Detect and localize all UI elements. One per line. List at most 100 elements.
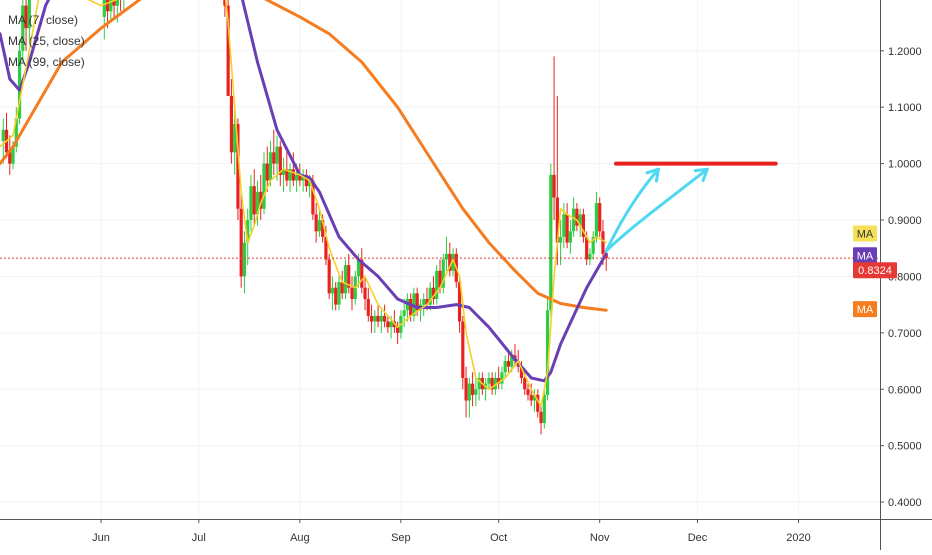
x-tick-label: Dec — [688, 532, 708, 544]
candle-body — [268, 152, 273, 181]
candle-body — [575, 208, 579, 226]
candle-body — [343, 265, 348, 294]
price-tag-bg — [853, 225, 877, 242]
price-tag-bg — [853, 301, 877, 318]
x-tick-label: Aug — [290, 532, 310, 544]
candle-body — [457, 282, 462, 322]
legend-ma99: MA (99, close) — [8, 55, 85, 69]
candle-body — [294, 174, 299, 181]
plot-area — [0, 0, 880, 435]
candle-body — [223, 0, 227, 6]
candle-body — [425, 298, 429, 305]
candle-body — [278, 146, 282, 175]
candle-body — [558, 236, 563, 243]
candle-body — [500, 372, 504, 384]
y-tick-label: 1.1000 — [888, 102, 922, 114]
price-tag-bg — [853, 262, 897, 279]
candle-body — [493, 377, 498, 390]
candle-body — [487, 377, 491, 384]
candle-body — [523, 377, 527, 390]
y-tick-label: 0.6000 — [888, 384, 922, 396]
candle-body — [389, 321, 393, 328]
candle-body — [565, 214, 569, 243]
x-tick-label: Oct — [490, 532, 507, 544]
candle-body — [591, 236, 595, 254]
candle-body — [262, 163, 266, 209]
candle-body — [21, 5, 25, 51]
price-tag-bg — [853, 247, 877, 264]
candle-body — [409, 298, 413, 316]
candle-body — [402, 310, 406, 316]
candle-body — [448, 253, 452, 271]
candle-body — [115, 0, 119, 6]
y-tick-label: 0.4000 — [888, 497, 922, 509]
candle-body — [334, 287, 338, 305]
candle-body — [396, 327, 400, 333]
candle-body — [431, 287, 436, 299]
candle-body — [291, 169, 295, 181]
candle-body — [578, 214, 582, 226]
candle-body — [477, 377, 481, 390]
candle-body — [386, 321, 390, 328]
candle-body — [572, 208, 576, 232]
x-tick-label: Jun — [92, 532, 110, 544]
ma99-line — [0, 0, 608, 312]
candle-body — [246, 220, 250, 243]
candle-body — [281, 169, 286, 175]
ma25-line — [0, 0, 608, 383]
legend: MA (7, close) MA (25, close) MA (99, clo… — [8, 10, 85, 73]
candle-body — [382, 315, 387, 322]
candle-body — [474, 389, 478, 395]
candle-body — [304, 174, 308, 187]
candle-body — [539, 411, 543, 424]
candle-body — [314, 214, 318, 232]
price-tag-label: MA — [857, 229, 874, 241]
price-tag-label: 0.8324 — [858, 265, 892, 277]
candle-body — [360, 259, 364, 288]
candle-body — [581, 214, 586, 237]
y-tick-label: 0.7000 — [888, 328, 922, 340]
candle-body — [536, 394, 540, 412]
candle-body — [112, 0, 116, 6]
candle-body — [490, 377, 494, 390]
x-tick-label: 2020 — [786, 532, 810, 544]
candle-body — [298, 174, 302, 181]
candle-body — [519, 366, 524, 378]
x-tick-label: Jul — [192, 532, 206, 544]
candle-body — [236, 124, 240, 209]
candle-body — [545, 310, 550, 395]
candle-body — [252, 186, 256, 215]
candle-body — [233, 124, 237, 153]
candle-body — [422, 298, 426, 305]
y-tick-label: 1.2000 — [888, 46, 922, 58]
candle-body — [324, 236, 328, 260]
candle-body — [451, 253, 455, 271]
x-tick-label: Sep — [391, 532, 411, 544]
candle-body — [366, 298, 370, 316]
candle-body — [526, 389, 530, 395]
candle-body — [229, 95, 234, 153]
candle-body — [552, 174, 556, 198]
candle-body — [14, 118, 18, 147]
candle-body — [503, 361, 507, 373]
candle-body — [265, 163, 269, 181]
candle-body — [288, 169, 292, 181]
price-tag-label: MA — [857, 250, 874, 262]
candle-body — [308, 180, 312, 187]
candle-body — [317, 220, 322, 232]
candle-body — [102, 0, 106, 17]
candle-body — [415, 293, 419, 311]
candle-body — [435, 270, 439, 299]
candle-body — [11, 146, 15, 164]
candle-body — [444, 253, 449, 260]
candle-body — [542, 394, 546, 424]
candle-body — [562, 214, 566, 237]
candle-body — [272, 152, 276, 164]
candle-body — [461, 321, 465, 378]
arrow-head — [645, 167, 660, 183]
candle-body — [470, 383, 475, 395]
candle-body — [347, 265, 351, 288]
candle-body — [529, 394, 533, 401]
candle-body — [532, 394, 537, 401]
